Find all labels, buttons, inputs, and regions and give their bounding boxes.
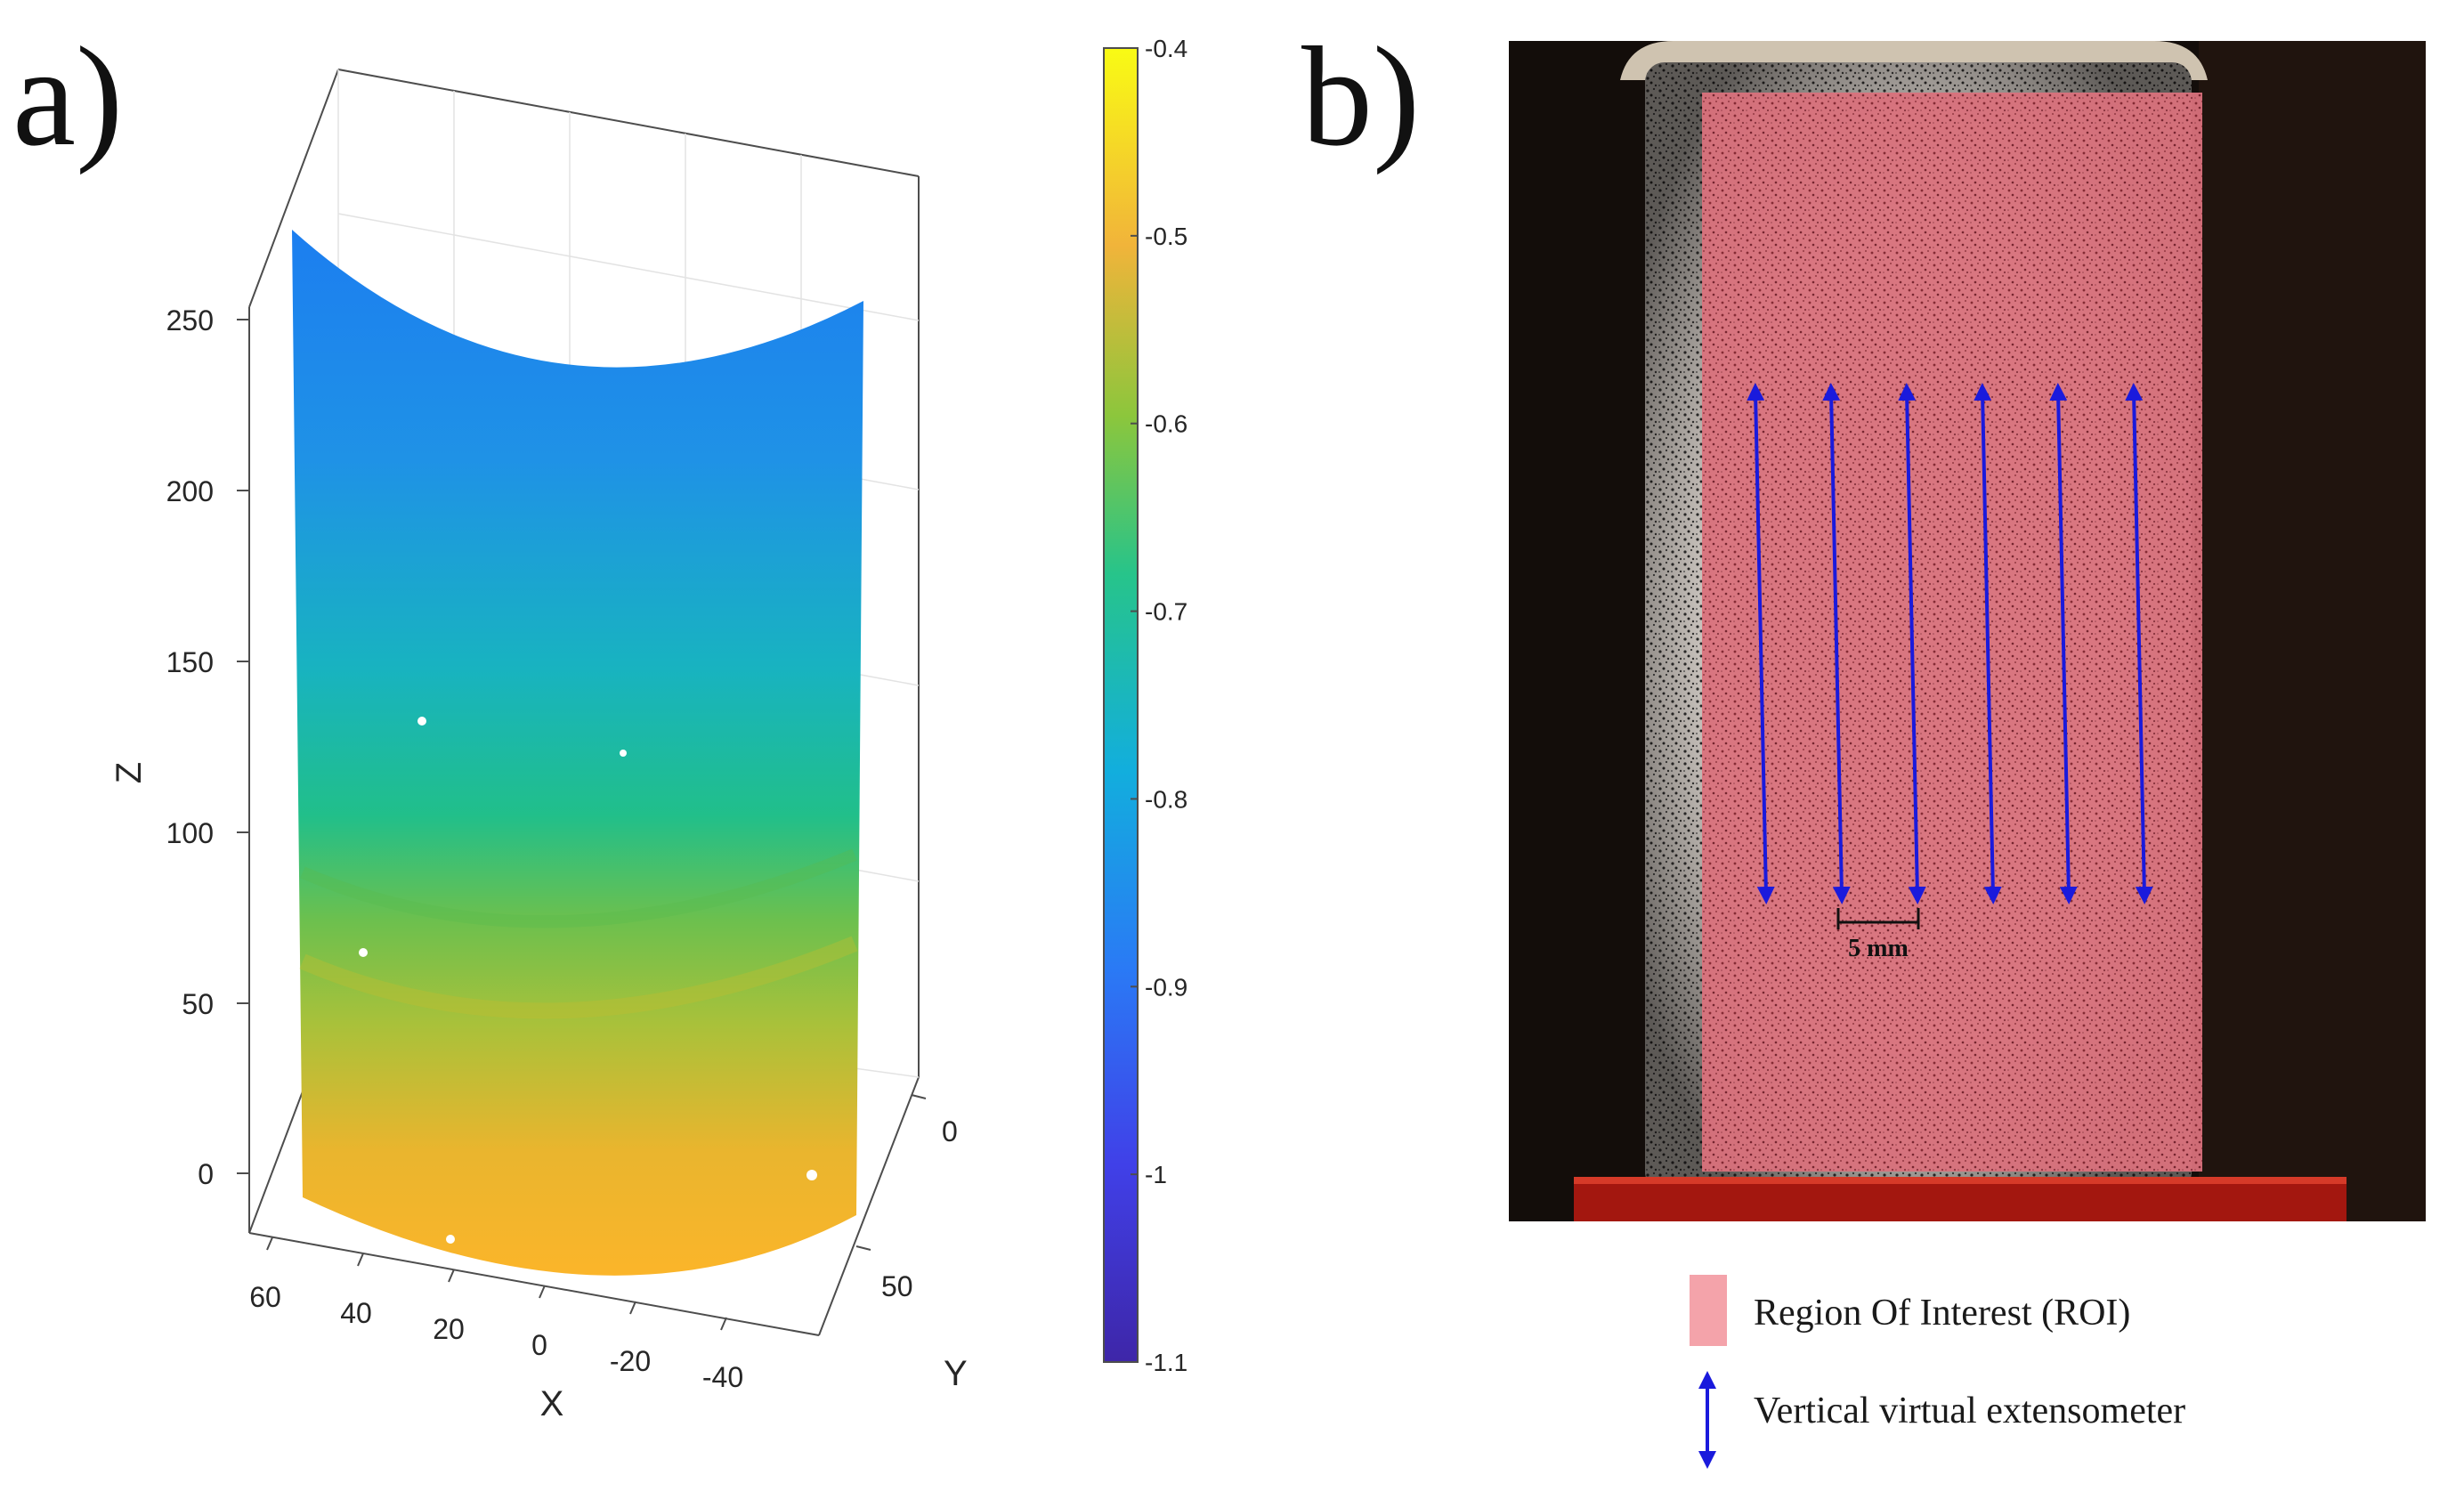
base-plate (1574, 1177, 2346, 1221)
colorbar-gradient (1103, 47, 1139, 1363)
z-tick-label: 200 (166, 475, 214, 507)
extensometer-arrow (1822, 383, 1851, 904)
y-tick-label: 50 (881, 1270, 913, 1302)
roi-region (1702, 93, 2202, 1172)
colorbar-tick-label: -0.4 (1145, 35, 1187, 62)
x-tick-label: -20 (610, 1345, 651, 1377)
panel-b-label: b) (1301, 17, 1421, 175)
scale-bar: 5 mm (1836, 908, 1920, 962)
z-axis-label: Z (109, 762, 149, 783)
y-tick-label: 0 (942, 1115, 958, 1147)
extensometer-arrow (2125, 383, 2153, 904)
z-tick-label: 250 (166, 304, 214, 337)
extensometer-arrow (1898, 383, 1926, 904)
axis-edge (337, 69, 920, 177)
colorbar-tick-label: -0.9 (1145, 973, 1187, 1001)
x-tick-label: 0 (531, 1329, 547, 1361)
x-axis-label: X (540, 1384, 564, 1423)
extensometer-arrow (1974, 383, 2002, 904)
legend-roi-swatch (1690, 1275, 1727, 1346)
specimen-photo: 5 mm (1509, 41, 2426, 1221)
panel-a-label: a) (12, 17, 124, 175)
legend-roi-label: Region Of Interest (ROI) (1754, 1293, 2130, 1334)
z-axis-ticks: 0 50 100 150 200 250 (166, 304, 249, 1190)
z-tick-label: 100 (166, 817, 214, 849)
colorbar-tick-label: -0.8 (1145, 785, 1187, 813)
colorbar-tick-label: -0.5 (1145, 223, 1187, 250)
legend: Region Of Interest (ROI) Vertical virtua… (1690, 1275, 2185, 1469)
y-axis-line (818, 1076, 920, 1336)
legend-extensometer-label: Vertical virtual extensometer (1754, 1391, 2185, 1431)
colorbar-tick-label: -1 (1145, 1161, 1167, 1188)
cylinder-surface (292, 230, 863, 1276)
colorbar-tick-label: -0.6 (1145, 410, 1187, 438)
colorbar-tick-label: -0.7 (1145, 598, 1187, 626)
y-axis-label: Y (944, 1354, 968, 1393)
colorbar: -0.4 -0.5 -0.6 -0.7 -0.8 -0.9 -1 -1.1 (1103, 35, 1187, 1376)
z-tick-label: 0 (198, 1158, 214, 1190)
extensometer-group (1747, 383, 2153, 904)
y-axis-ticks: 0 50 (855, 1094, 958, 1302)
z-tick-label: 50 (182, 988, 214, 1020)
x-tick-label: 60 (249, 1281, 281, 1313)
x-tick-label: -40 (702, 1361, 743, 1393)
scale-bar-label: 5 mm (1848, 935, 1909, 962)
z-tick-label: 150 (166, 646, 214, 678)
extensometer-arrow (2049, 383, 2078, 904)
x-tick-label: 20 (433, 1313, 465, 1345)
colorbar-tick-label: -1.1 (1145, 1349, 1187, 1376)
colorbar-ticks: -0.4 -0.5 -0.6 -0.7 -0.8 -0.9 -1 -1.1 (1131, 35, 1187, 1376)
x-axis-ticks: 60 40 20 0 -20 -40 (249, 1237, 743, 1393)
x-tick-label: 40 (340, 1297, 372, 1329)
axis-edge (248, 69, 339, 308)
x-axis-line (248, 1232, 820, 1336)
extensometer-arrow (1747, 383, 1775, 904)
